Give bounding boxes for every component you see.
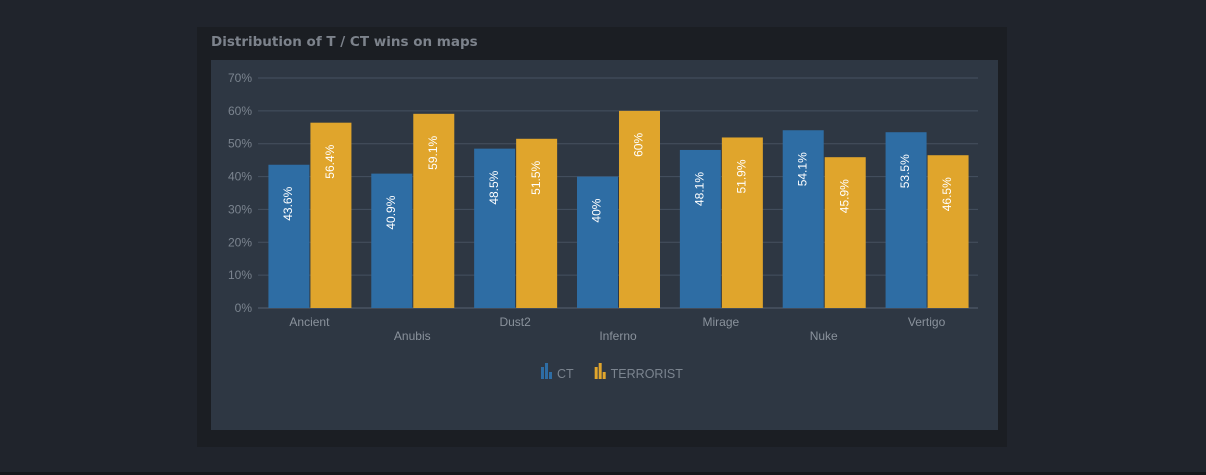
x-tick-label: Anubis bbox=[394, 329, 431, 343]
divider bbox=[0, 472, 1206, 475]
y-tick-label: 60% bbox=[228, 104, 252, 118]
bar-ct bbox=[268, 164, 310, 308]
legend-item-terrorist[interactable]: TERRORIST bbox=[611, 367, 684, 381]
data-label: 51.9% bbox=[735, 159, 749, 193]
data-label: 56.4% bbox=[323, 144, 337, 178]
y-tick-label: 50% bbox=[228, 137, 252, 151]
x-tick-label: Vertigo bbox=[908, 315, 946, 329]
bar-ct bbox=[885, 132, 927, 308]
x-tick-label: Inferno bbox=[599, 329, 637, 343]
chart-panel: 0% 10% 20% 30% 40% 50% 60% 70% 43.6% 56.4% Ancient… bbox=[211, 60, 998, 430]
bar-ct bbox=[782, 130, 824, 308]
data-label: 51.5% bbox=[529, 160, 543, 194]
legend-item-ct[interactable]: CT bbox=[557, 367, 574, 381]
bar-ct bbox=[679, 149, 721, 308]
data-label: 45.9% bbox=[837, 179, 851, 213]
x-tick-label: Nuke bbox=[810, 329, 838, 343]
data-label: 48.5% bbox=[487, 170, 501, 204]
bar-ct bbox=[371, 173, 413, 308]
data-label: 59.1% bbox=[426, 135, 440, 169]
bar-chart: 0% 10% 20% 30% 40% 50% 60% 70% 43.6% 56.4% Ancient… bbox=[228, 71, 978, 381]
data-label: 46.5% bbox=[940, 177, 954, 211]
bar-chart-icon bbox=[602, 372, 606, 379]
x-tick-label: Ancient bbox=[289, 315, 330, 329]
y-tick-label: 0% bbox=[235, 301, 253, 315]
bar-terrorist bbox=[721, 137, 763, 308]
chart-title: Distribution of T / CT wins on maps bbox=[211, 34, 478, 50]
bar-ct bbox=[474, 148, 516, 308]
data-label: 40% bbox=[590, 198, 604, 222]
x-tick-label: Dust2 bbox=[499, 315, 531, 329]
chart-card: Distribution of T / CT wins on maps 0% 10… bbox=[197, 27, 1007, 447]
data-label: 54.1% bbox=[795, 152, 809, 186]
bar-terrorist bbox=[927, 155, 969, 308]
data-label: 43.6% bbox=[281, 186, 295, 220]
data-label: 48.1% bbox=[693, 172, 707, 206]
y-tick-label: 10% bbox=[228, 268, 252, 282]
y-tick-label: 30% bbox=[228, 202, 252, 216]
bar-chart-icon bbox=[545, 363, 548, 379]
bar-chart-icon bbox=[598, 363, 602, 379]
bar-ct bbox=[577, 176, 618, 308]
data-label: 40.9% bbox=[384, 195, 398, 229]
y-tick-label: 40% bbox=[228, 170, 252, 184]
bar-terrorist bbox=[413, 113, 455, 308]
data-label: 53.5% bbox=[898, 154, 912, 188]
bar-terrorist bbox=[824, 157, 866, 308]
data-label: 60% bbox=[632, 133, 646, 157]
bar-terrorist bbox=[310, 122, 352, 308]
bar-chart-icon bbox=[541, 367, 544, 379]
x-tick-label: Mirage bbox=[703, 315, 740, 329]
bar-terrorist bbox=[516, 138, 558, 308]
y-tick-label: 20% bbox=[228, 235, 252, 249]
y-tick-label: 70% bbox=[228, 71, 252, 85]
bar-chart-icon bbox=[594, 367, 598, 379]
bar-chart-icon bbox=[549, 372, 552, 379]
bar-terrorist bbox=[619, 110, 660, 308]
